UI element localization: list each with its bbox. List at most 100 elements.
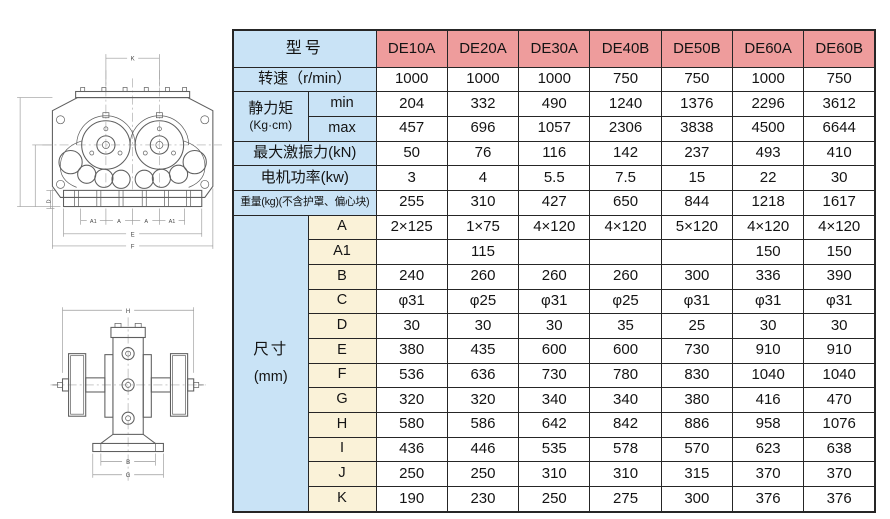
dim-label-g: G bbox=[126, 473, 131, 479]
spec-value-cell: 204 bbox=[375, 91, 448, 117]
dimension-value-cell: 370 bbox=[803, 461, 876, 487]
spec-row: 电机功率(kw) 3 4 5.5 7.5 15 22 30 bbox=[232, 165, 876, 191]
dimension-label-line1: 尺寸 bbox=[253, 340, 289, 358]
spec-value-cell: 3 bbox=[375, 165, 448, 191]
dimension-value-cell: 1040 bbox=[803, 362, 876, 389]
spec-value-cell: 310 bbox=[446, 189, 520, 216]
dimension-value-cell: 320 bbox=[446, 387, 520, 413]
dimension-value-cell: φ31 bbox=[660, 288, 734, 315]
spec-value-cell: 457 bbox=[375, 115, 448, 142]
dimension-value-cell bbox=[375, 239, 448, 265]
dimension-value-cell: φ31 bbox=[518, 288, 591, 315]
dimension-value-cell: 636 bbox=[446, 362, 520, 389]
minmax-label-cell: max bbox=[307, 115, 377, 142]
spec-value-cell: 844 bbox=[660, 189, 734, 216]
dimension-row: B 240 260 260 260 300 336 390 bbox=[233, 263, 876, 290]
top-view-drawing: K A1 A A A1 E F D bbox=[17, 54, 222, 250]
dimension-value-cell: 4×120 bbox=[803, 214, 876, 241]
dimension-row: F 536 636 730 780 830 1040 1040 bbox=[233, 362, 876, 389]
dimension-value-cell: 910 bbox=[731, 337, 805, 364]
dimension-label-line2: (mm) bbox=[253, 368, 288, 385]
spec-value-cell: 1376 bbox=[660, 91, 734, 117]
spec-value-cell: 1617 bbox=[803, 189, 876, 216]
dim-label-a-right: A bbox=[144, 219, 148, 225]
model-name-cell: DE60A bbox=[731, 29, 805, 68]
dim-label-e: E bbox=[131, 232, 135, 238]
dimension-value-cell: φ31 bbox=[803, 288, 876, 315]
spec-row: 转速（r/min） 1000 1000 1000 750 750 1000 750 bbox=[232, 66, 876, 93]
spec-value-cell: 142 bbox=[589, 140, 662, 167]
spec-value-cell: 6644 bbox=[803, 115, 876, 142]
dim-label-f: F bbox=[131, 244, 135, 250]
dimension-row: G 320 320 340 340 380 416 470 bbox=[233, 387, 876, 413]
dimension-value-cell: 2×125 bbox=[375, 214, 448, 241]
dimension-value-cell: 320 bbox=[375, 387, 448, 413]
dimension-value-cell: 1076 bbox=[803, 411, 876, 438]
dimension-letter-cell: C bbox=[307, 288, 377, 315]
spec-value-cell: 490 bbox=[518, 91, 591, 117]
dimension-value-cell: 25 bbox=[660, 313, 734, 339]
housing-outline bbox=[51, 87, 214, 198]
side-view-drawing: H B G bbox=[50, 307, 206, 483]
dimension-value-cell: 190 bbox=[375, 485, 448, 513]
dimension-value-cell: φ25 bbox=[446, 288, 520, 315]
dimension-letter-cell: G bbox=[307, 387, 377, 413]
dimension-letter-cell: E bbox=[307, 337, 377, 364]
dimension-value-cell bbox=[660, 239, 734, 265]
dimension-letter-cell: B bbox=[307, 263, 377, 290]
static-moment-label-cell: 静力矩 (Kg·cm) bbox=[232, 91, 309, 142]
dimension-row: I 436 446 535 578 570 623 638 bbox=[233, 436, 876, 463]
spec-value-cell: 1000 bbox=[518, 66, 591, 93]
dimension-value-cell: 150 bbox=[803, 239, 876, 265]
spec-row: 静力矩 (Kg·cm) min 204 332 490 1240 1376 2296 3612 bbox=[232, 91, 876, 142]
dimension-value-cell: 376 bbox=[731, 485, 805, 513]
dimension-row: K 190 230 250 275 300 376 376 bbox=[233, 485, 876, 513]
dimension-value-cell: 600 bbox=[589, 337, 662, 364]
spec-value-cell: 650 bbox=[589, 189, 662, 216]
dimension-value-cell: 150 bbox=[731, 239, 805, 265]
model-name-cell: DE30A bbox=[518, 29, 591, 68]
dimension-value-cell bbox=[589, 239, 662, 265]
spec-value-cell: 410 bbox=[803, 140, 876, 167]
spec-value-cell: 1000 bbox=[375, 66, 448, 93]
dimension-row: E 380 435 600 600 730 910 910 bbox=[233, 337, 876, 364]
spec-value-cell: 750 bbox=[589, 66, 662, 93]
dimension-value-cell: 230 bbox=[446, 485, 520, 513]
dimension-lines bbox=[62, 307, 195, 478]
spec-value-cell: 750 bbox=[803, 66, 876, 93]
spec-value-cell: 1240 bbox=[589, 91, 662, 117]
dimension-value-cell: 250 bbox=[375, 461, 448, 487]
dimension-value-cell: 30 bbox=[803, 313, 876, 339]
dimension-value-cell: 638 bbox=[803, 436, 876, 463]
dim-label-d: D bbox=[46, 199, 52, 203]
spec-value-cell: 696 bbox=[446, 115, 520, 142]
dimension-value-cell: 830 bbox=[660, 362, 734, 389]
spec-value-cell: 1218 bbox=[731, 189, 805, 216]
dimension-value-cell: 310 bbox=[518, 461, 591, 487]
dim-label-k: K bbox=[131, 57, 135, 63]
dimension-value-cell: 30 bbox=[731, 313, 805, 339]
dimension-group-label-cell: 尺寸 (mm) bbox=[232, 214, 309, 513]
spec-value-cell: 76 bbox=[446, 140, 520, 167]
pedestal-base bbox=[92, 433, 164, 453]
dimension-value-cell: 30 bbox=[375, 313, 448, 339]
spec-value-cell: 1000 bbox=[731, 66, 805, 93]
spec-label-cell: 重量(kg)(不含护罩、偏心块) bbox=[232, 189, 377, 216]
dimension-value-cell: 730 bbox=[518, 362, 591, 389]
dimension-value-cell: 370 bbox=[731, 461, 805, 487]
dimension-value-cell: 730 bbox=[660, 337, 734, 364]
dimension-letter-cell: H bbox=[307, 411, 377, 438]
model-header-cell: 型号 bbox=[232, 29, 377, 68]
spec-value-cell: 332 bbox=[446, 91, 520, 117]
dimension-value-cell: 30 bbox=[446, 313, 520, 339]
spec-label-cell: 电机功率(kw) bbox=[232, 165, 377, 191]
static-moment-line2: (Kg·cm) bbox=[249, 117, 293, 132]
spec-value-cell: 2296 bbox=[731, 91, 805, 117]
dimension-row: J 250 250 310 310 315 370 370 bbox=[233, 461, 876, 487]
spec-value-cell: 4500 bbox=[731, 115, 805, 142]
dimension-row: H 580 586 642 842 886 958 1076 bbox=[233, 411, 876, 438]
dimension-value-cell: 260 bbox=[518, 263, 591, 290]
dimension-value-cell: 380 bbox=[375, 337, 448, 364]
spec-value-cell: 7.5 bbox=[589, 165, 662, 191]
